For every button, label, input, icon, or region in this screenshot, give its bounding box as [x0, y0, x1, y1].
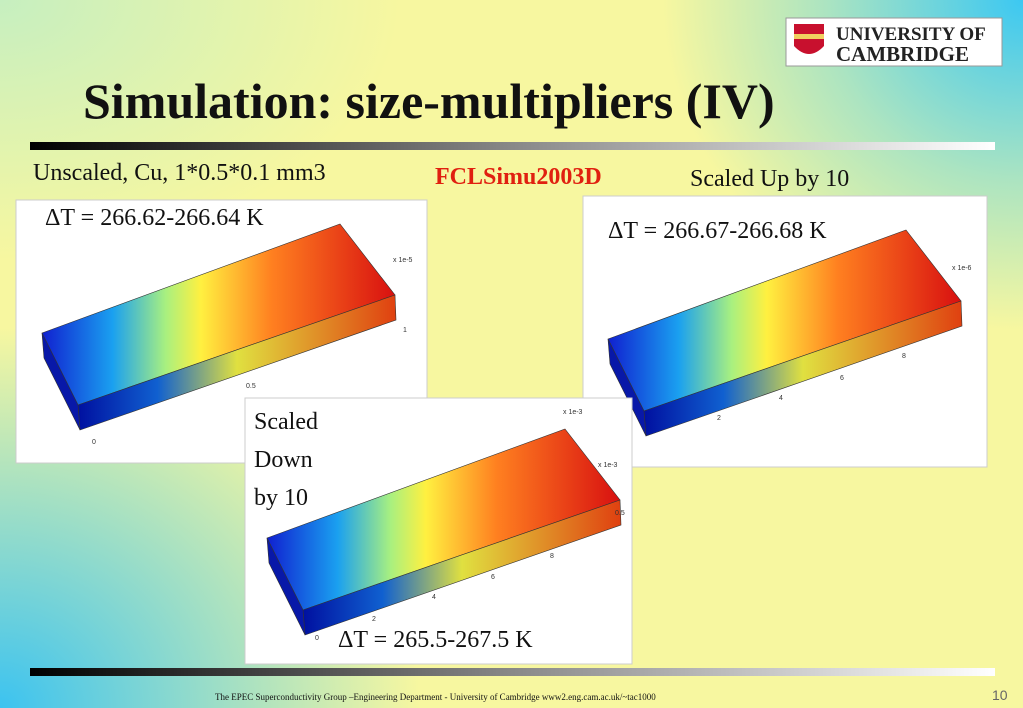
delta-t: ΔT = 266.62-266.64 K [45, 205, 264, 231]
footer: The EPEC Superconductivity Group –Engine… [215, 692, 656, 702]
axis-label: x 1e-5 [393, 257, 413, 264]
delta-t: ΔT = 265.5-267.5 K [338, 627, 533, 653]
axis-label: 6 [491, 574, 495, 581]
axis-label: 2 [717, 415, 721, 422]
axis-label: 6 [840, 375, 844, 382]
caption: Scaled [254, 409, 318, 435]
label: Unscaled, Cu, 1*0.5*0.1 mm3 [33, 160, 326, 186]
slide-title: Simulation: size-multipliers (IV) [83, 73, 775, 129]
logo-text: CAMBRIDGE [836, 42, 969, 66]
axis-label: x 1e-3 [598, 462, 618, 469]
axis-label: 0.5 [615, 510, 625, 517]
logo-text: UNIVERSITY OF [836, 24, 986, 45]
axis-label: 8 [550, 553, 554, 560]
delta-t: ΔT = 266.67-266.68 K [608, 218, 827, 244]
label: Scaled Up by 10 [690, 166, 849, 192]
axis-label: 2 [372, 616, 376, 623]
axis-label: 4 [779, 395, 783, 402]
axis-label: 8 [902, 353, 906, 360]
label: FCLSimu2003D [435, 164, 602, 190]
axis-label: 0 [315, 635, 319, 642]
axis-label: x 1e-3 [563, 409, 583, 416]
divider [30, 142, 995, 150]
logo-band [794, 34, 824, 39]
divider [30, 668, 995, 676]
axis-label: 1 [403, 327, 407, 334]
caption: by 10 [254, 485, 308, 511]
axis-label: 0 [92, 439, 96, 446]
page-number: 10 [992, 687, 1008, 703]
axis-label: 0.5 [246, 383, 256, 390]
axis-label: 4 [432, 594, 436, 601]
axis-label: x 1e-6 [952, 265, 972, 272]
caption: Down [254, 447, 313, 473]
